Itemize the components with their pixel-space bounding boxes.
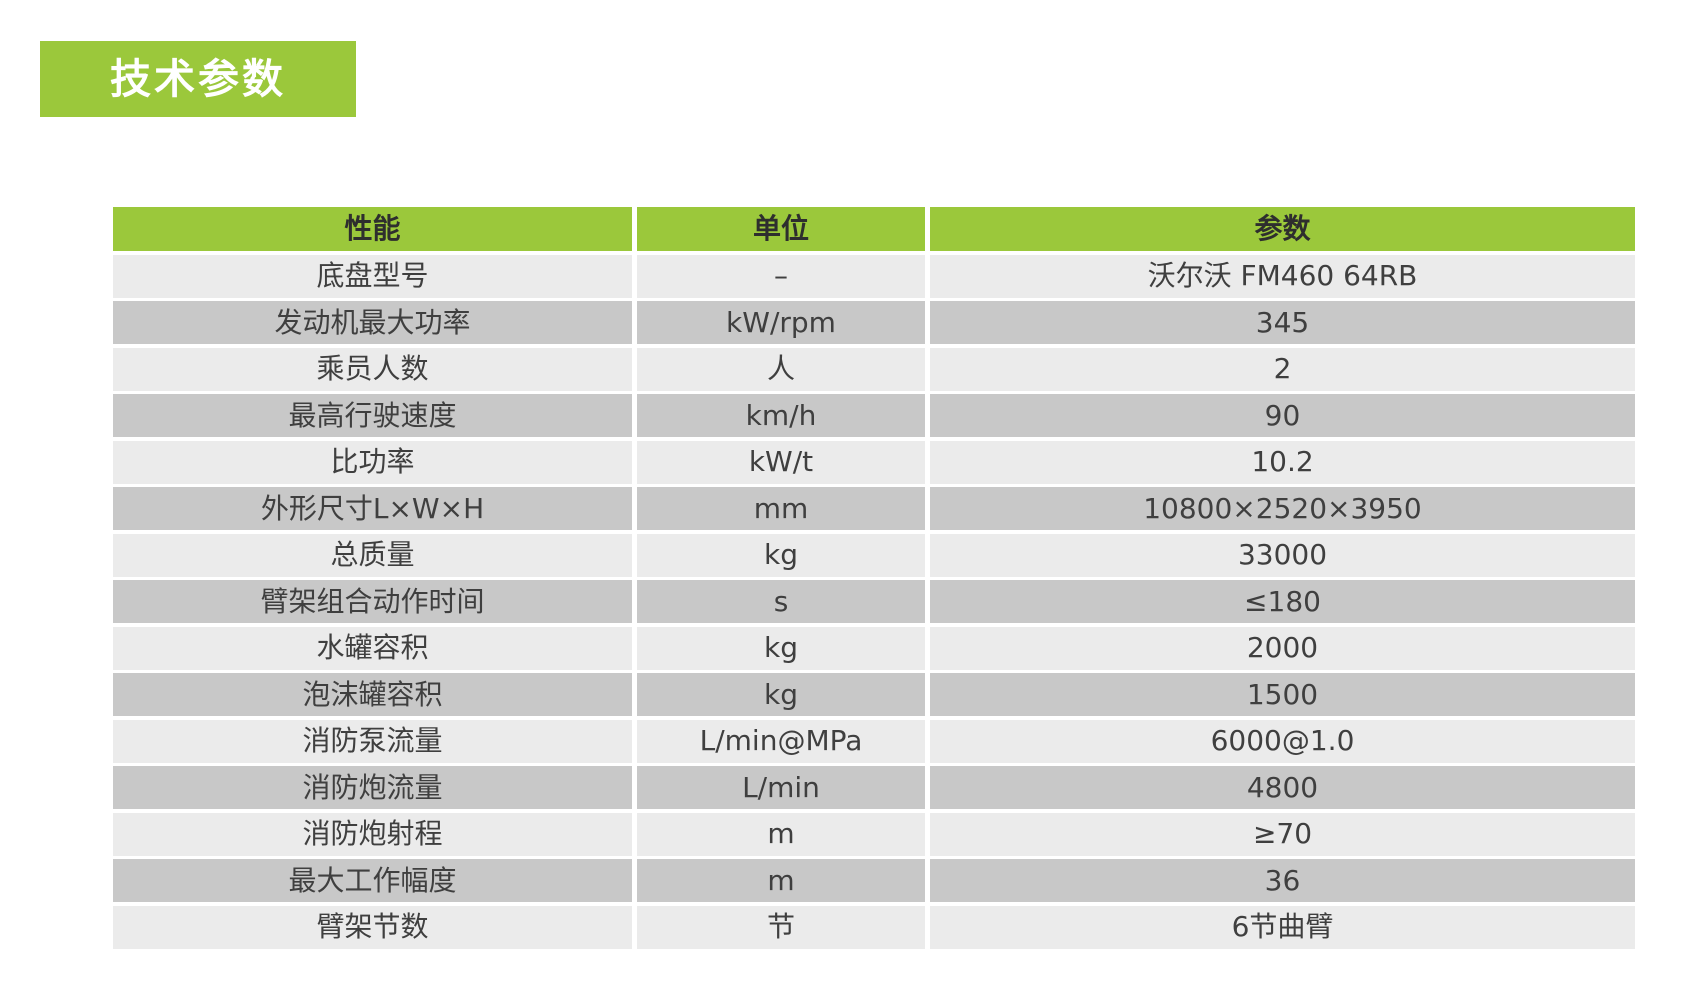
row-5-property-cell: 外形尺寸L×W×H xyxy=(113,487,632,530)
row-14-property-cell: 臂架节数 xyxy=(113,905,632,949)
row-2-property-cell: 乘员人数 xyxy=(113,347,632,391)
row-5-value-cell: 10800×2520×3950 xyxy=(930,487,1635,530)
row-6-unit-cell: kg xyxy=(637,533,925,577)
row-7-property-cell: 臂架组合动作时间 xyxy=(113,580,632,623)
row-9-value-cell: 1500 xyxy=(930,673,1635,716)
row-10-unit-cell: L/min@MPa xyxy=(637,719,925,763)
row-13-property-cell: 最大工作幅度 xyxy=(113,859,632,902)
row-9-property-cell: 泡沫罐容积 xyxy=(113,673,632,716)
row-11-value-cell: 4800 xyxy=(930,766,1635,809)
row-14-unit-cell: 节 xyxy=(637,905,925,949)
row-11-property-cell: 消防炮流量 xyxy=(113,766,632,809)
row-14-value-cell: 6节曲臂 xyxy=(930,905,1635,949)
row-0-unit-cell: – xyxy=(637,254,925,298)
row-9-unit-cell: kg xyxy=(637,673,925,716)
row-3-unit-cell: km/h xyxy=(637,394,925,437)
header-cell-1: 单位 xyxy=(637,207,925,251)
row-2-value-cell: 2 xyxy=(930,347,1635,391)
row-13-value-cell: 36 xyxy=(930,859,1635,902)
row-6-property-cell: 总质量 xyxy=(113,533,632,577)
row-1-unit-cell: kW/rpm xyxy=(637,301,925,344)
header-cell-2: 参数 xyxy=(930,207,1635,251)
row-3-property-cell: 最高行驶速度 xyxy=(113,394,632,437)
row-0-property-cell: 底盘型号 xyxy=(113,254,632,298)
section-title-label: 技术参数 xyxy=(110,54,286,103)
row-12-unit-cell: m xyxy=(637,812,925,856)
row-7-value-cell: ≤180 xyxy=(930,580,1635,623)
row-10-property-cell: 消防泵流量 xyxy=(113,719,632,763)
row-7-unit-cell: s xyxy=(637,580,925,623)
row-1-value-cell: 345 xyxy=(930,301,1635,344)
row-4-value-cell: 10.2 xyxy=(930,440,1635,484)
row-3-value-cell: 90 xyxy=(930,394,1635,437)
row-12-value-cell: ≥70 xyxy=(930,812,1635,856)
row-10-value-cell: 6000@1.0 xyxy=(930,719,1635,763)
row-11-unit-cell: L/min xyxy=(637,766,925,809)
header-cell-0: 性能 xyxy=(113,207,632,251)
section-title: 技术参数 xyxy=(40,41,356,117)
row-5-unit-cell: mm xyxy=(637,487,925,530)
row-12-property-cell: 消防炮射程 xyxy=(113,812,632,856)
row-13-unit-cell: m xyxy=(637,859,925,902)
row-4-unit-cell: kW/t xyxy=(637,440,925,484)
row-8-value-cell: 2000 xyxy=(930,626,1635,670)
row-4-property-cell: 比功率 xyxy=(113,440,632,484)
spec-table: 性能 单位 参数底盘型号 – 沃尔沃 FM460 64RB 发动机最大功率 kW/rpm 34… xyxy=(113,207,1635,949)
row-6-value-cell: 33000 xyxy=(930,533,1635,577)
row-8-property-cell: 水罐容积 xyxy=(113,626,632,670)
row-0-value-cell: 沃尔沃 FM460 64RB xyxy=(930,254,1635,298)
row-2-unit-cell: 人 xyxy=(637,347,925,391)
row-8-unit-cell: kg xyxy=(637,626,925,670)
row-1-property-cell: 发动机最大功率 xyxy=(113,301,632,344)
